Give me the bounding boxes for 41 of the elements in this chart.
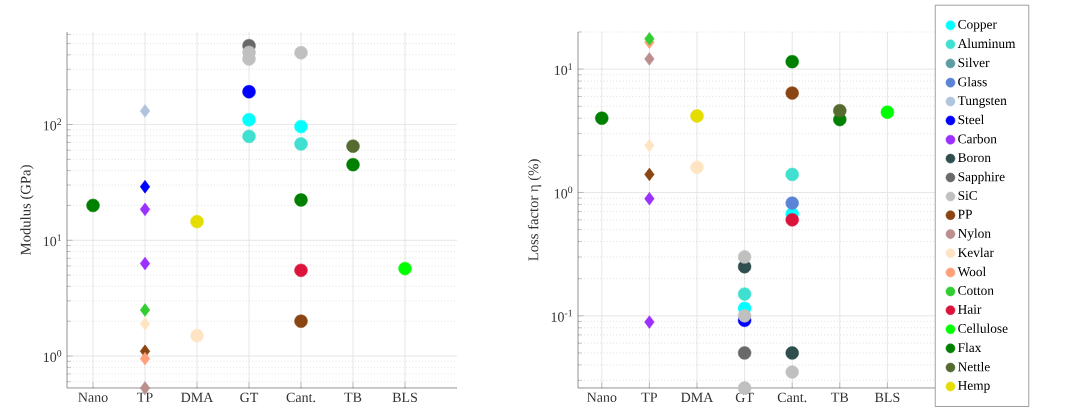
legend-label: Cotton bbox=[958, 286, 994, 295]
legend-label: Nettle bbox=[958, 361, 990, 372]
legend-label: Flax bbox=[958, 342, 982, 353]
y-axis-title: Modulus (GPa) bbox=[20, 165, 34, 255]
y-tick-label: 10$^{-1}$ bbox=[551, 309, 573, 322]
legend-label: Silver bbox=[958, 57, 990, 68]
y-axis-title: Loss factor η (%) bbox=[527, 159, 542, 261]
x-tick-label: TB bbox=[344, 392, 362, 402]
legend-label: Steel bbox=[958, 114, 985, 125]
legend-label: Hemp bbox=[958, 381, 990, 393]
legend-label: Sapphire bbox=[958, 171, 1005, 184]
x-tick-label: TP bbox=[641, 392, 657, 402]
legend-label: Aluminum bbox=[957, 38, 1016, 49]
legend-label: Tungsten bbox=[957, 96, 1007, 108]
x-tick-label: Nano bbox=[78, 392, 108, 403]
legend-label: Boron bbox=[958, 153, 991, 163]
y-tick-label: 10$^{1}$ bbox=[554, 63, 573, 76]
x-tick-label: DMA bbox=[181, 392, 214, 402]
legend-label: Nylon bbox=[958, 228, 991, 241]
legend-label: SiC bbox=[958, 191, 977, 201]
x-tick-label: Cant. bbox=[286, 392, 316, 403]
x-tick-label: Cant. bbox=[777, 392, 807, 403]
legend-label: Carbon bbox=[958, 134, 997, 144]
y-tick-label: 10$^{0}$ bbox=[554, 186, 573, 199]
legend-label: Kevlar bbox=[958, 247, 994, 258]
x-tick-label: BLS bbox=[392, 392, 417, 403]
x-tick-label: TB bbox=[831, 392, 849, 402]
legend-label: Wool bbox=[957, 266, 986, 277]
legend-label: Hair bbox=[958, 304, 982, 314]
legend-label: Cellulose bbox=[958, 323, 1008, 333]
x-tick-label: BLS bbox=[874, 392, 900, 403]
x-tick-label: DMA bbox=[681, 392, 714, 402]
y-tick-label: 10$^{0}$ bbox=[43, 350, 62, 363]
x-tick-label: TP bbox=[137, 392, 153, 402]
x-tick-label: Nano bbox=[587, 392, 617, 403]
legend-label: Glass bbox=[958, 76, 987, 87]
y-tick-label: 10$^{2}$ bbox=[43, 118, 62, 131]
legend-label: PP bbox=[958, 209, 972, 219]
x-tick-label: GT bbox=[240, 392, 259, 403]
legend-label: Copper bbox=[958, 19, 997, 32]
y-tick-label: 10$^{1}$ bbox=[43, 234, 62, 247]
